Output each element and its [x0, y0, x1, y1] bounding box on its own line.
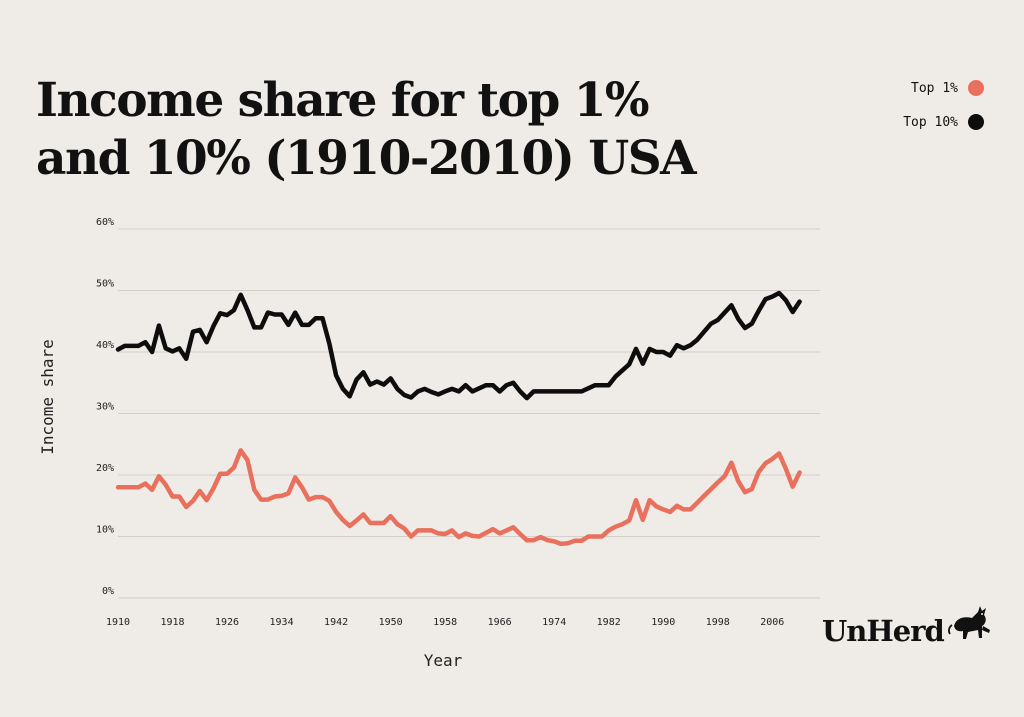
legend-label-top-1: Top 1% [911, 80, 958, 96]
x-tick-label: 1998 [706, 617, 730, 628]
legend-item-top-1: Top 1% [903, 78, 984, 98]
x-tick-label: 1950 [379, 617, 403, 628]
x-tick-label: 1958 [433, 617, 457, 628]
y-axis-ticks: 0% 10% 20% 30% 40% 50% 60% [96, 217, 114, 597]
y-tick-label: 0% [102, 586, 114, 597]
legend-dot-top-1 [968, 80, 984, 96]
y-tick-label: 10% [96, 525, 114, 536]
x-tick-label: 1918 [160, 617, 184, 628]
chart-legend: Top 1% Top 10% [903, 78, 984, 146]
series-lines [115, 290, 802, 547]
y-tick-label: 60% [96, 217, 114, 228]
x-tick-label: 1974 [542, 617, 566, 628]
legend-label-top-10: Top 10% [903, 114, 958, 130]
title-line-2: and 10% (1910-2010) USA [36, 131, 697, 186]
y-tick-label: 40% [96, 340, 114, 351]
x-tick-label: 1966 [488, 617, 512, 628]
bull-icon [947, 606, 990, 639]
x-tick-label: 1990 [651, 617, 675, 628]
title-line-1: Income share for top 1% [36, 73, 650, 128]
x-tick-label: 1942 [324, 617, 348, 628]
series-line-top-10 [115, 290, 802, 401]
legend-item-top-10: Top 10% [903, 112, 984, 132]
chart-title: Income share for top 1% and 10% (1910-20… [36, 72, 697, 188]
x-tick-label: 1926 [215, 617, 239, 628]
y-axis-label: Income share [38, 339, 57, 455]
x-axis-ticks: 1910 1918 1926 1934 1942 1950 1958 1966 1974 1982… [106, 617, 784, 628]
x-tick-label: 1934 [270, 617, 294, 628]
x-tick-label: 1910 [106, 617, 130, 628]
x-axis-label: Year [424, 651, 463, 670]
gridlines [118, 228, 820, 599]
x-tick-label: 2006 [760, 617, 784, 628]
y-tick-label: 50% [96, 279, 114, 290]
logo-wordmark: UnHerd [822, 614, 945, 648]
legend-dot-top-10 [968, 114, 984, 130]
y-tick-label: 30% [96, 402, 114, 413]
y-tick-label: 20% [96, 463, 114, 474]
series-line-top-1 [115, 448, 802, 547]
unherd-logo: UnHerd [822, 600, 992, 648]
x-tick-label: 1982 [597, 617, 621, 628]
